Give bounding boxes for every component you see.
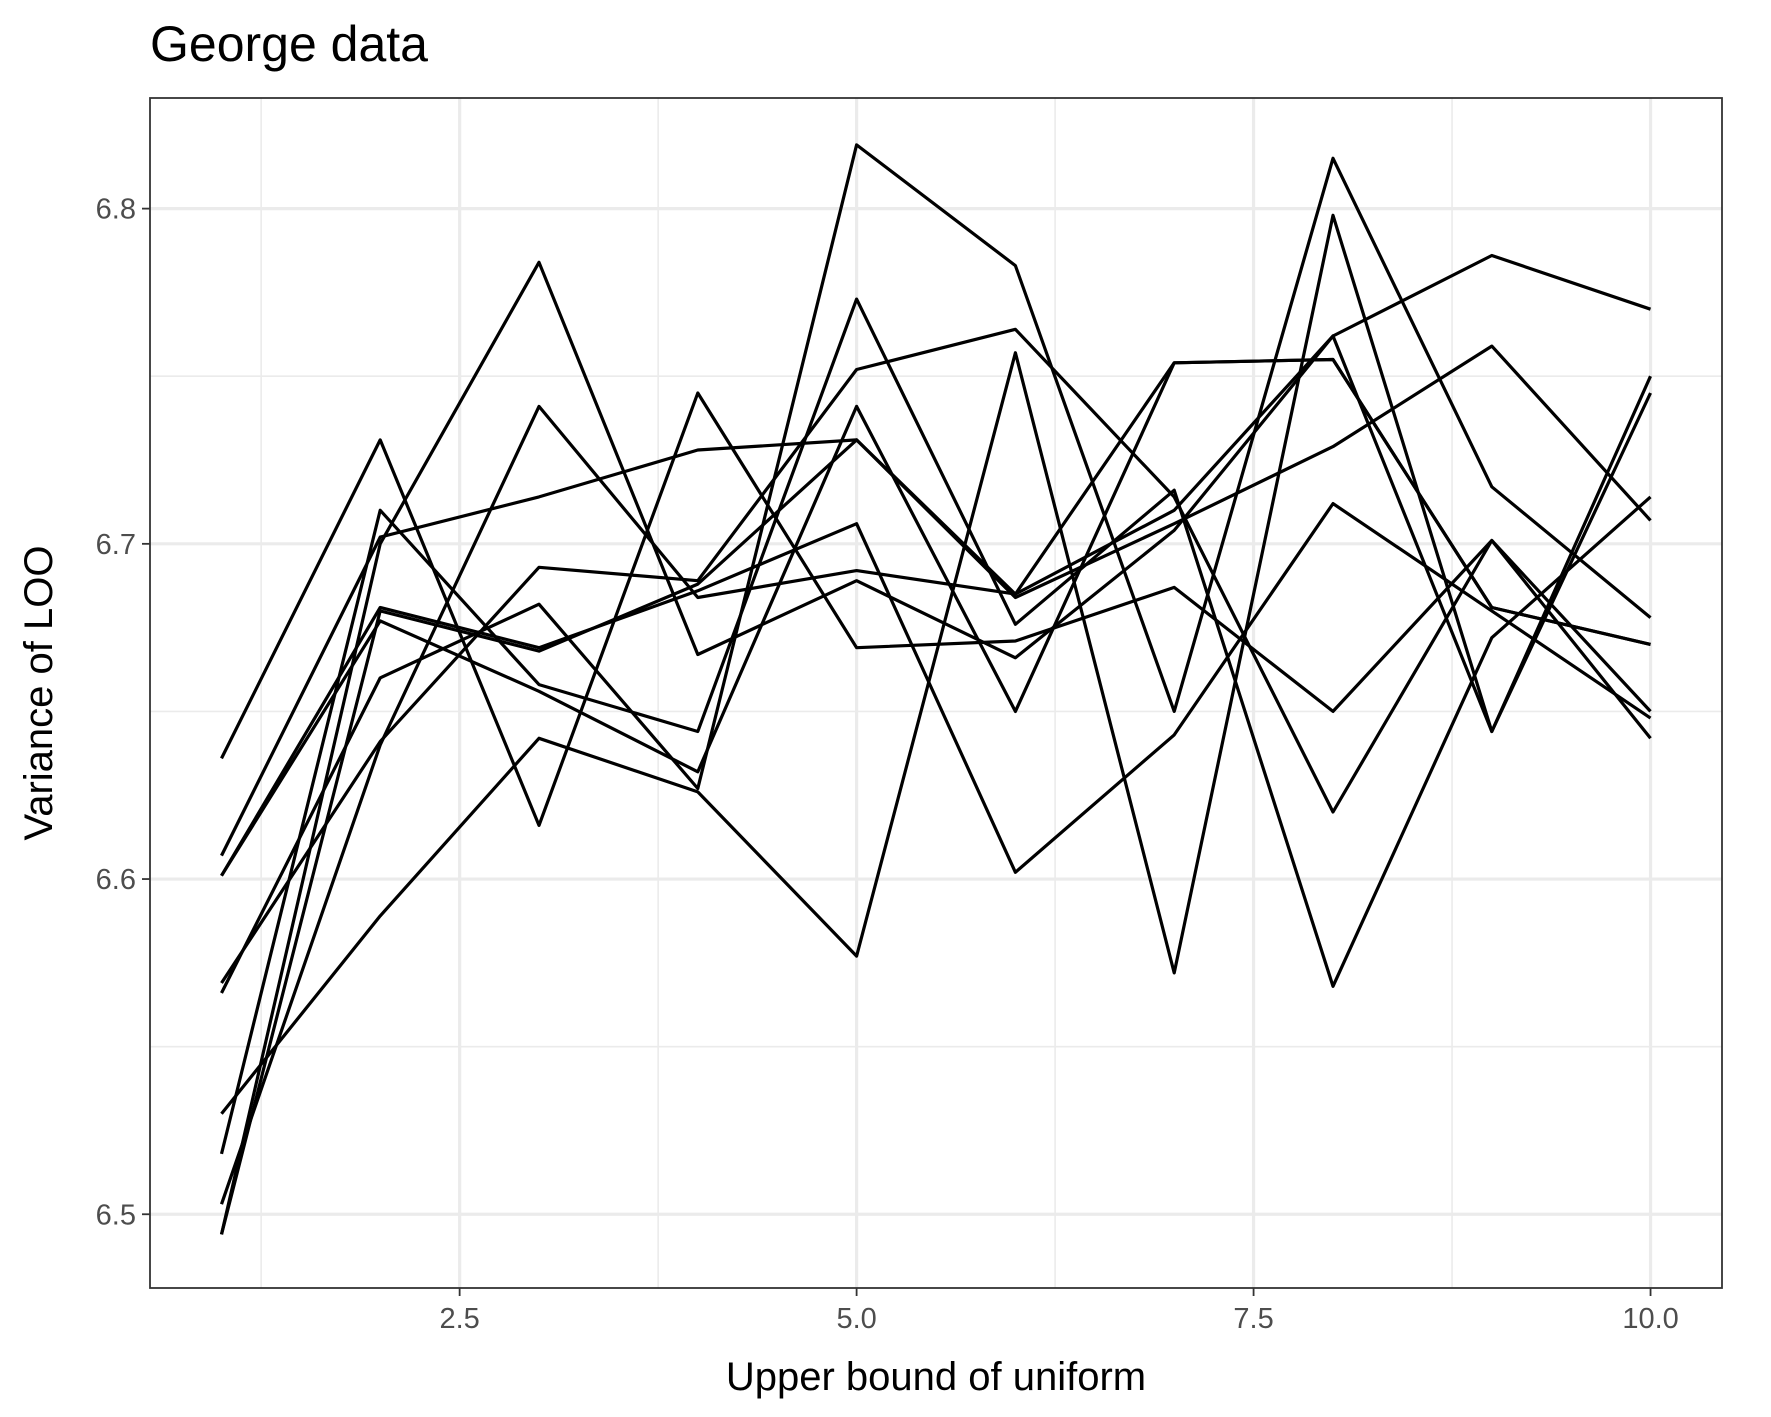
y-tick-label: 6.5: [96, 1199, 136, 1231]
series-line-6: [220, 143, 1652, 994]
series-line-8: [219, 297, 1652, 1155]
series-line-10: [219, 253, 1652, 1235]
series-line-5: [220, 327, 1652, 984]
x-axis-title: Upper bound of uniform: [726, 1355, 1146, 1399]
x-tick-label: 10.0: [1622, 1303, 1678, 1335]
x-tick-label: 7.5: [1233, 1303, 1273, 1335]
plot-panel-border: [149, 97, 1723, 1289]
series-line-9: [219, 334, 1652, 1205]
series-line-7: [220, 213, 1652, 1115]
series-line-11: [219, 344, 1652, 1235]
series-line-2: [220, 357, 1651, 857]
series-line-4: [220, 502, 1652, 877]
y-tick-label: 6.8: [96, 194, 136, 226]
chart-title: George data: [150, 16, 428, 72]
y-axis-title: Variance of LOO: [17, 546, 61, 841]
x-tick-label: 2.5: [439, 1303, 479, 1335]
y-tick-label: 6.7: [96, 529, 136, 561]
y-tick-label: 6.6: [96, 864, 136, 896]
grid-lines: [150, 98, 1722, 1288]
x-tick-label: 5.0: [836, 1303, 876, 1335]
axes: 2.5 5.0 7.5 10.0 6.5 6.6 6.7 6.8: [96, 194, 1679, 1335]
series-lines: [219, 143, 1652, 1235]
